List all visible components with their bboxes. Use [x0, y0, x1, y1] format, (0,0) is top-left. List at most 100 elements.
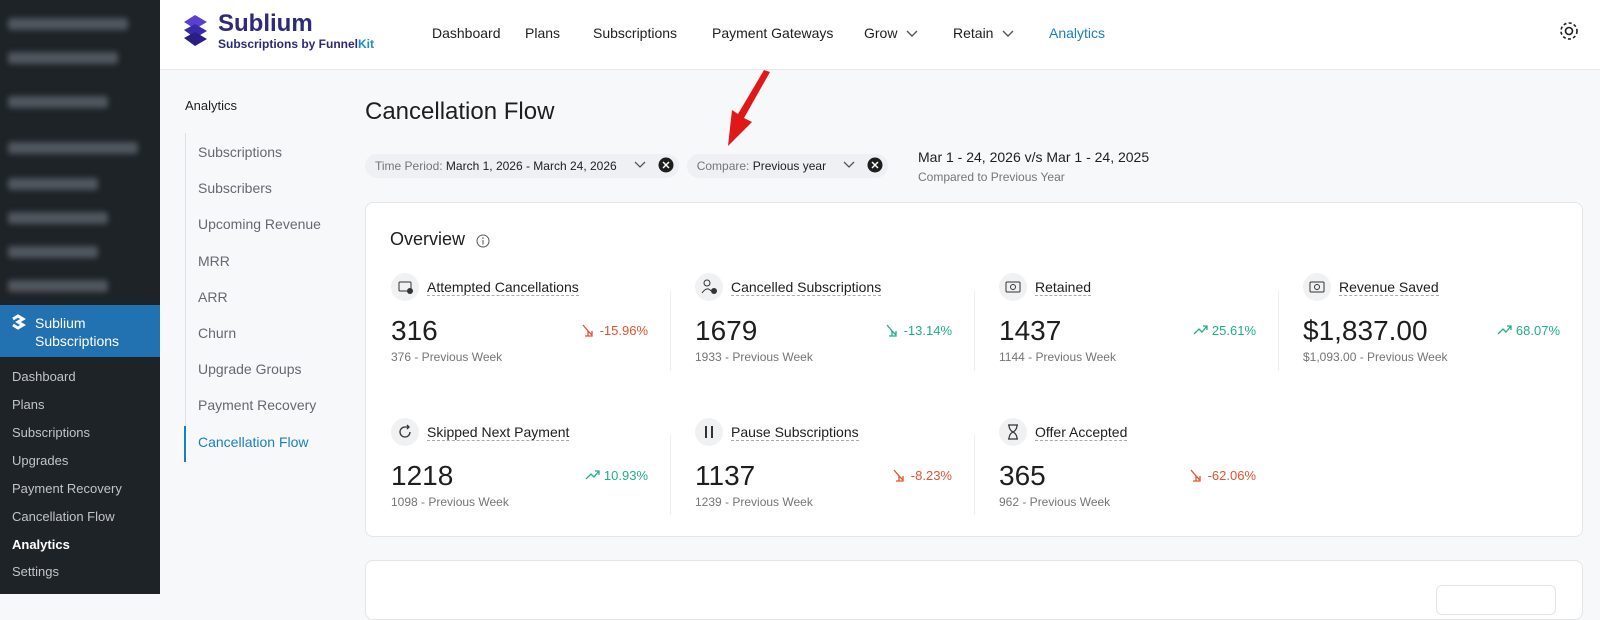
metric-icon	[999, 418, 1027, 446]
metric-previous: 376 - Previous Week	[391, 350, 503, 364]
page-title: Cancellation Flow	[365, 98, 555, 125]
filter-controls	[617, 157, 674, 173]
metric-change: -15.96%	[581, 323, 648, 338]
metric-icon	[1303, 273, 1331, 301]
metric-glyph	[1005, 281, 1021, 293]
wp-menu-item[interactable]: Settings	[12, 564, 59, 579]
metric-label: Pause Subscriptions	[731, 424, 859, 441]
filter-label: Time Period:	[375, 159, 443, 173]
metric-glyph	[1008, 424, 1018, 440]
metric-change: 10.93%	[585, 468, 648, 483]
subnav-item[interactable]: Churn	[198, 325, 237, 341]
metric-icon	[695, 273, 723, 301]
chip-controls	[843, 157, 883, 173]
next-card	[365, 560, 1583, 620]
metric-value: 1218	[391, 460, 454, 491]
trend-arrow	[893, 469, 904, 482]
subnav-item[interactable]: Subscribers	[198, 180, 272, 197]
top-bar: Sublium Subscriptions by FunnelKit Dashb…	[160, 0, 1600, 70]
overview-card: Overview Attempted Cancellations 316 -15.9…	[365, 202, 1583, 537]
metric-previous: 1933 - Previous Week	[695, 350, 813, 364]
metric-value: $1,837.00	[1303, 315, 1428, 346]
info-icon[interactable]	[476, 234, 490, 248]
metric-value: 1437	[999, 315, 1062, 346]
nav-item[interactable]: Subscriptions	[593, 25, 678, 41]
metric-change: -8.23%	[892, 468, 952, 483]
subnav-item[interactable]: Subscriptions	[198, 144, 283, 160]
dropdown-chevron	[1002, 30, 1014, 37]
card-control[interactable]	[1436, 585, 1556, 615]
metric-label: Skipped Next Payment	[427, 424, 570, 441]
subnav-heading: Analytics	[185, 98, 238, 113]
logo-mark	[184, 15, 207, 46]
metric-glyph	[399, 424, 411, 438]
annotation-arrow	[728, 70, 770, 146]
change-text: -8.23%	[910, 468, 952, 483]
nav-item[interactable]: Grow	[864, 25, 898, 41]
settings-gear[interactable]	[1558, 20, 1580, 42]
filter-value: March 1, 2026 - March 24, 2026	[445, 159, 617, 173]
divider	[974, 435, 975, 515]
wp-menu-item[interactable]: Upgrades	[12, 453, 69, 468]
metric-previous: 962 - Previous Week	[999, 495, 1111, 509]
wp-menu-item[interactable]: Dashboard	[12, 369, 76, 384]
change-text: -62.06%	[1207, 468, 1256, 483]
filter-chip[interactable]: Time Period: March 1, 2026 - March 24, 2…	[365, 154, 679, 178]
sidebar-brand[interactable]: Sublium Subscriptions	[0, 305, 160, 357]
brand-icon	[12, 314, 26, 330]
metric-glyph	[701, 279, 717, 294]
wp-sidebar	[0, 0, 160, 594]
subnav-item[interactable]: ARR	[198, 288, 228, 305]
metric-glyph	[398, 281, 413, 294]
nav-item[interactable]: Dashboard	[432, 25, 501, 41]
metric: Skipped Next Payment 1218 10.93% 1098 - Pre…	[391, 418, 695, 538]
wp-menu-item[interactable]: Cancellation Flow	[12, 509, 115, 524]
divider	[1278, 291, 1279, 371]
subnav-item[interactable]: Payment Recovery	[198, 397, 317, 414]
nav-item[interactable]: Payment Gateways	[712, 25, 834, 41]
wp-menu-item[interactable]: Subscriptions	[12, 425, 91, 440]
divider	[670, 291, 671, 371]
logo-title: Sublium	[218, 10, 313, 37]
wp-menu-item[interactable]: Analytics	[12, 537, 70, 552]
wp-menu-item[interactable]: Plans	[12, 397, 45, 412]
metric-label: Retained	[1035, 279, 1092, 296]
metric-icon	[695, 418, 723, 446]
wp-menu-item[interactable]: Payment Recovery	[12, 481, 122, 496]
metric-change: -13.14%	[885, 323, 952, 338]
nav-item[interactable]: Analytics	[1049, 25, 1106, 41]
brand-text: Sublium Subscriptions	[35, 315, 120, 349]
metric-value: 365	[999, 460, 1046, 491]
subnav-rail	[185, 133, 186, 459]
chip-controls	[634, 157, 674, 173]
metric-label: Offer Accepted	[1035, 424, 1128, 441]
subnav-item[interactable]: MRR	[198, 252, 230, 269]
filter-chip[interactable]: Compare: Previous year	[686, 154, 889, 178]
nav-item[interactable]: Plans	[525, 25, 561, 41]
comparison-note: Compared to Previous Year	[918, 170, 1065, 184]
subnav-item[interactable]: Cancellation Flow	[198, 433, 309, 450]
metric-change: 25.61%	[1193, 323, 1256, 338]
metric-change: -62.06%	[1189, 468, 1256, 483]
metric: Offer Accepted 365 -62.06% 962 - Previous W…	[999, 418, 1303, 538]
metric-icon	[391, 418, 419, 446]
trend-arrow	[1193, 325, 1208, 335]
logo-subtitle-accent: Kit	[358, 37, 375, 51]
filter-value: Previous year	[752, 159, 827, 173]
metric-value: 1137	[695, 460, 756, 491]
metric-label: Attempted Cancellations	[427, 279, 579, 296]
metric-change: 68.07%	[1497, 323, 1560, 338]
trend-arrow	[1190, 469, 1201, 482]
subnav-item[interactable]: Upgrade Groups	[198, 361, 302, 378]
metric: Revenue Saved $1,837.00 68.07% $1,093.00 - …	[1303, 273, 1600, 393]
filter-controls	[826, 157, 883, 173]
nav-item[interactable]: Retain	[953, 25, 994, 41]
metric: Attempted Cancellations 316 -15.96% 376 - P…	[391, 273, 695, 393]
dropdown-chevron	[906, 30, 918, 37]
trend-arrow	[582, 324, 593, 337]
change-text: 10.93%	[603, 468, 648, 483]
divider	[974, 291, 975, 371]
metric-previous: 1144 - Previous Week	[999, 350, 1116, 364]
subnav-item[interactable]: Upcoming Revenue	[198, 216, 321, 233]
